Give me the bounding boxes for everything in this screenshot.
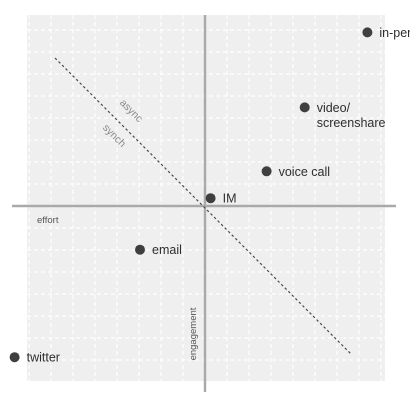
- channel-points: in-person video/screenshare voice call IM em…: [9, 26, 410, 365]
- point-voice-call: [261, 166, 272, 177]
- label-line-in-person: in-person: [379, 26, 410, 40]
- point-in-person: [362, 27, 373, 38]
- label-line-video-screenshare: video/: [317, 101, 351, 115]
- label-email: email: [152, 243, 182, 257]
- label-line-im: IM: [223, 192, 237, 206]
- label-line-voice-call: voice call: [279, 165, 330, 179]
- label-video-screenshare: video/screenshare: [317, 101, 386, 130]
- label-line-video-screenshare: screenshare: [317, 116, 386, 130]
- point-email: [135, 244, 145, 255]
- effort-axis-label: effort: [37, 215, 59, 226]
- point-im: [205, 193, 216, 204]
- label-in-person: in-person: [379, 26, 410, 40]
- point-twitter: [9, 352, 20, 363]
- engagement-axis-label: engagement: [188, 307, 199, 360]
- label-line-email: email: [152, 243, 182, 257]
- label-voice-call: voice call: [279, 165, 330, 179]
- label-twitter: twitter: [27, 351, 60, 365]
- point-video-screenshare: [299, 102, 310, 113]
- label-im: IM: [223, 192, 237, 206]
- label-line-twitter: twitter: [27, 351, 60, 365]
